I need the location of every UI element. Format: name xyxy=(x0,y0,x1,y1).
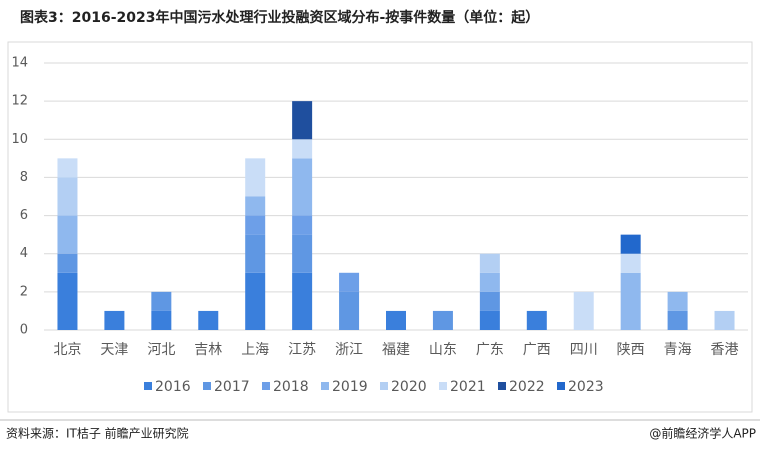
bar-segment xyxy=(245,272,266,330)
legend-label: 2023 xyxy=(568,379,604,395)
x-tick-label: 青海 xyxy=(664,342,692,358)
chart-title: 图表3：2016-2023年中国污水处理行业投融资区域分布-按事件数量（单位：起… xyxy=(20,9,539,26)
legend-swatch xyxy=(144,382,152,390)
x-tick-label: 香港 xyxy=(711,342,739,358)
legend-swatch xyxy=(557,382,565,390)
bar-segment xyxy=(198,310,219,330)
legend-label: 2020 xyxy=(391,379,427,395)
y-tick-label: 14 xyxy=(11,56,28,71)
legend-label: 2021 xyxy=(450,379,486,395)
bar-segment xyxy=(620,234,641,254)
bar-segment xyxy=(292,272,313,330)
y-tick-label: 6 xyxy=(20,208,28,223)
bar-segment xyxy=(57,158,78,178)
bar-segment xyxy=(245,234,266,273)
bar-segment xyxy=(620,253,641,273)
bar-segment xyxy=(479,253,500,273)
bar-segment xyxy=(57,253,78,273)
x-tick-label: 山东 xyxy=(429,342,457,358)
legend-swatch xyxy=(321,382,329,390)
bar-segment xyxy=(245,196,266,216)
x-tick-label: 浙江 xyxy=(335,342,363,358)
bar-segment xyxy=(104,310,125,330)
bar-segment xyxy=(339,291,360,330)
legend-swatch xyxy=(262,382,270,390)
bar-segment xyxy=(57,272,78,330)
x-tick-label: 上海 xyxy=(241,342,269,358)
legend-label: 2018 xyxy=(273,379,309,395)
bar-segment xyxy=(714,310,735,330)
x-tick-label: 河北 xyxy=(147,342,175,358)
source: 资料来源：IT桔子 前瞻产业研究院 xyxy=(6,426,189,441)
y-tick-label: 2 xyxy=(20,284,28,299)
x-tick-label: 广西 xyxy=(523,342,551,358)
x-tick-label: 四川 xyxy=(570,342,598,358)
x-tick-label: 吉林 xyxy=(194,342,222,358)
legend-swatch xyxy=(380,382,388,390)
bar-segment xyxy=(292,158,313,216)
bar-segment xyxy=(526,310,547,330)
x-tick-label: 广东 xyxy=(476,342,504,358)
bar-segment xyxy=(479,272,500,292)
y-tick-label: 4 xyxy=(20,246,28,261)
legend-label: 2016 xyxy=(155,379,191,395)
bar-segment xyxy=(57,215,78,254)
bar-segment xyxy=(479,291,500,311)
x-tick-label: 陕西 xyxy=(617,342,645,358)
bar-segment xyxy=(151,291,172,311)
legend-swatch xyxy=(203,382,211,390)
legend-label: 2019 xyxy=(332,379,368,395)
y-tick-label: 8 xyxy=(20,170,28,185)
legend-swatch xyxy=(439,382,447,390)
bar-segment xyxy=(573,291,594,330)
x-tick-label: 福建 xyxy=(382,342,410,358)
y-tick-label: 0 xyxy=(20,323,28,338)
y-tick-label: 12 xyxy=(11,94,28,109)
bar-segment xyxy=(432,310,453,330)
bar-segment xyxy=(667,291,688,311)
bar-segment xyxy=(386,310,406,330)
bar-segment xyxy=(292,139,313,159)
bar-segment xyxy=(151,310,172,330)
bar-segment xyxy=(292,101,313,140)
legend-swatch xyxy=(498,382,506,390)
bar-segment xyxy=(245,215,266,235)
x-tick-label: 北京 xyxy=(53,342,81,358)
bar-segment xyxy=(292,234,313,273)
x-tick-label: 江苏 xyxy=(288,342,316,358)
bar-segment xyxy=(479,310,500,330)
plot-frame xyxy=(7,41,753,413)
brand: @前瞻经济学人APP xyxy=(649,426,756,441)
bar-segment xyxy=(339,272,360,292)
y-tick-label: 10 xyxy=(11,132,28,147)
bar-segment xyxy=(292,215,313,235)
legend-label: 2017 xyxy=(214,379,250,395)
bar-segment xyxy=(57,177,78,216)
bar-segment xyxy=(620,272,641,330)
bar-segment xyxy=(245,158,266,197)
legend-label: 2022 xyxy=(509,379,545,395)
bar-segment xyxy=(667,310,688,330)
x-tick-label: 天津 xyxy=(100,342,128,358)
